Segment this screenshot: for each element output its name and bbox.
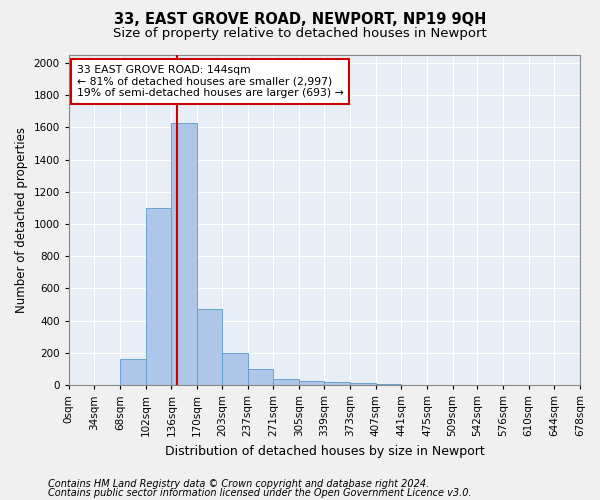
Bar — [172, 122, 197, 385]
Text: Size of property relative to detached houses in Newport: Size of property relative to detached ho… — [113, 28, 487, 40]
Text: Contains HM Land Registry data © Crown copyright and database right 2024.: Contains HM Land Registry data © Crown c… — [48, 479, 429, 489]
Y-axis label: Number of detached properties: Number of detached properties — [15, 127, 28, 313]
Bar — [325, 382, 350, 385]
Bar — [273, 380, 299, 385]
Bar — [146, 208, 172, 385]
Text: 33, EAST GROVE ROAD, NEWPORT, NP19 9QH: 33, EAST GROVE ROAD, NEWPORT, NP19 9QH — [114, 12, 486, 28]
Bar — [120, 360, 146, 385]
Text: 33 EAST GROVE ROAD: 144sqm
← 81% of detached houses are smaller (2,997)
19% of s: 33 EAST GROVE ROAD: 144sqm ← 81% of deta… — [77, 65, 343, 98]
Bar — [299, 381, 325, 385]
Bar — [222, 353, 248, 385]
Bar — [197, 308, 222, 385]
Text: Contains public sector information licensed under the Open Government Licence v3: Contains public sector information licen… — [48, 488, 472, 498]
Bar — [350, 384, 376, 385]
Bar — [248, 369, 273, 385]
Bar — [376, 384, 401, 385]
X-axis label: Distribution of detached houses by size in Newport: Distribution of detached houses by size … — [164, 444, 484, 458]
